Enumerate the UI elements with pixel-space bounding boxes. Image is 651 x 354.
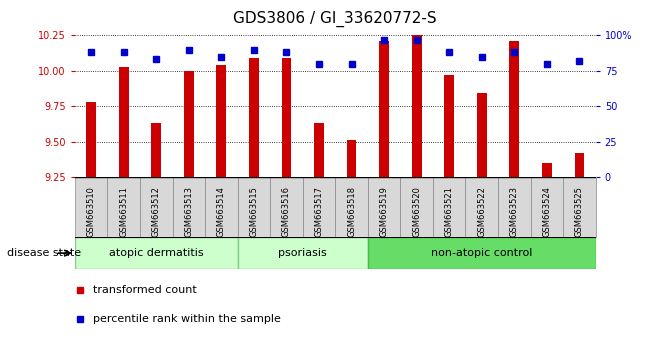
Text: GSM663516: GSM663516 xyxy=(282,186,291,237)
Text: transformed count: transformed count xyxy=(93,285,197,295)
Bar xyxy=(75,237,238,269)
Bar xyxy=(238,177,270,237)
Bar xyxy=(347,140,357,177)
Text: GSM663524: GSM663524 xyxy=(542,186,551,237)
Bar xyxy=(498,177,531,237)
Bar xyxy=(380,41,389,177)
Text: GDS3806 / GI_33620772-S: GDS3806 / GI_33620772-S xyxy=(234,11,437,27)
Bar xyxy=(238,237,368,269)
Bar xyxy=(75,177,107,237)
Bar xyxy=(270,177,303,237)
Bar xyxy=(281,58,292,177)
Text: disease state: disease state xyxy=(7,248,81,258)
Bar xyxy=(107,177,140,237)
Text: GSM663517: GSM663517 xyxy=(314,186,324,237)
Bar xyxy=(465,177,498,237)
Bar xyxy=(563,177,596,237)
Bar xyxy=(151,123,161,177)
Text: GSM663514: GSM663514 xyxy=(217,186,226,237)
Bar xyxy=(368,177,400,237)
Text: psoriasis: psoriasis xyxy=(279,248,327,258)
Text: GSM663510: GSM663510 xyxy=(87,186,96,237)
Text: percentile rank within the sample: percentile rank within the sample xyxy=(93,314,281,324)
Text: GSM663519: GSM663519 xyxy=(380,186,389,237)
Bar xyxy=(335,177,368,237)
Bar xyxy=(433,177,465,237)
Bar xyxy=(477,93,487,177)
Text: GSM663513: GSM663513 xyxy=(184,186,193,237)
Text: GSM663525: GSM663525 xyxy=(575,186,584,237)
Text: atopic dermatitis: atopic dermatitis xyxy=(109,248,204,258)
Text: GSM663522: GSM663522 xyxy=(477,186,486,237)
Bar xyxy=(87,102,96,177)
Text: GSM663520: GSM663520 xyxy=(412,186,421,237)
Bar xyxy=(303,177,335,237)
Bar xyxy=(184,71,194,177)
Bar xyxy=(575,153,585,177)
Text: GSM663515: GSM663515 xyxy=(249,186,258,237)
Bar xyxy=(173,177,205,237)
Bar xyxy=(542,163,552,177)
Text: GSM663512: GSM663512 xyxy=(152,186,161,237)
Text: non-atopic control: non-atopic control xyxy=(431,248,533,258)
Text: GSM663521: GSM663521 xyxy=(445,186,454,237)
Bar xyxy=(412,35,422,177)
Text: GSM663511: GSM663511 xyxy=(119,186,128,237)
Bar xyxy=(510,41,519,177)
Bar xyxy=(368,237,596,269)
Bar xyxy=(314,123,324,177)
Bar xyxy=(531,177,563,237)
Bar xyxy=(140,177,173,237)
Text: GSM663523: GSM663523 xyxy=(510,186,519,237)
Bar xyxy=(444,75,454,177)
Bar xyxy=(400,177,433,237)
Bar xyxy=(249,58,259,177)
Bar xyxy=(205,177,238,237)
Bar xyxy=(217,65,227,177)
Bar xyxy=(119,67,129,177)
Text: GSM663518: GSM663518 xyxy=(347,186,356,237)
